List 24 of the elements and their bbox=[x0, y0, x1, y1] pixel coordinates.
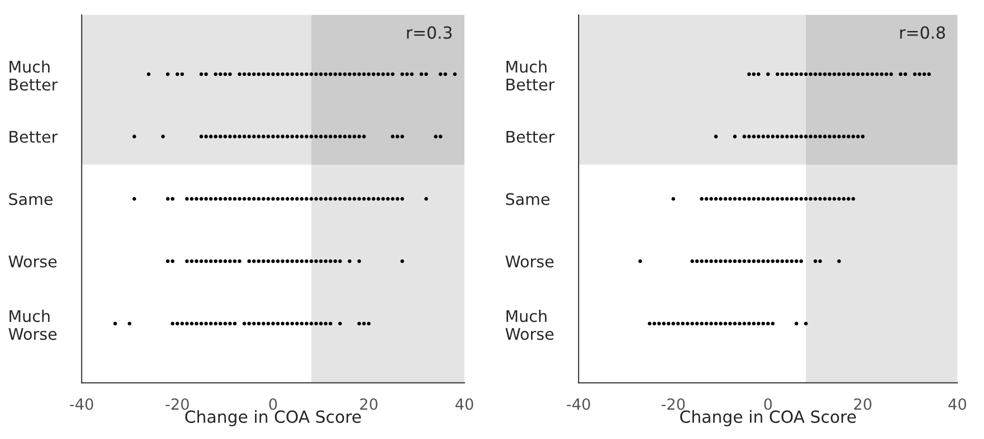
y-tick-label: Much Better bbox=[10, 60, 58, 91]
y-tick-label: Same bbox=[9, 193, 53, 206]
annotation: r=0.8 bbox=[900, 26, 945, 39]
x-axis-title: Change in COA Score bbox=[680, 410, 856, 426]
y-tick-label: Better bbox=[506, 130, 555, 143]
y-tick-label: Much Better bbox=[506, 60, 555, 91]
x-tick-label: -20 bbox=[662, 398, 685, 410]
y-tick-label: Same bbox=[506, 193, 550, 206]
y-tick-label: Worse bbox=[506, 256, 554, 268]
x-tick-label: 40 bbox=[948, 398, 966, 410]
x-tick-label: -40 bbox=[566, 398, 590, 410]
x-tick-label: -40 bbox=[70, 398, 94, 410]
x-tick-label: 20 bbox=[360, 398, 378, 410]
y-tick-label: Much Worse bbox=[506, 310, 554, 340]
x-tick-label: -20 bbox=[166, 398, 189, 410]
x-axis-title: Change in COA Score bbox=[185, 410, 361, 426]
y-tick-label: Worse bbox=[8, 256, 57, 268]
y-tick-label: Better bbox=[10, 130, 58, 143]
x-tick-label: 40 bbox=[455, 398, 474, 410]
annotation: r=0.3 bbox=[407, 26, 452, 39]
x-tick-label: 0 bbox=[764, 398, 772, 410]
x-tick-label: 20 bbox=[854, 398, 872, 410]
x-tick-label: 0 bbox=[269, 398, 277, 410]
y-tick-label: Much Worse bbox=[8, 310, 57, 340]
